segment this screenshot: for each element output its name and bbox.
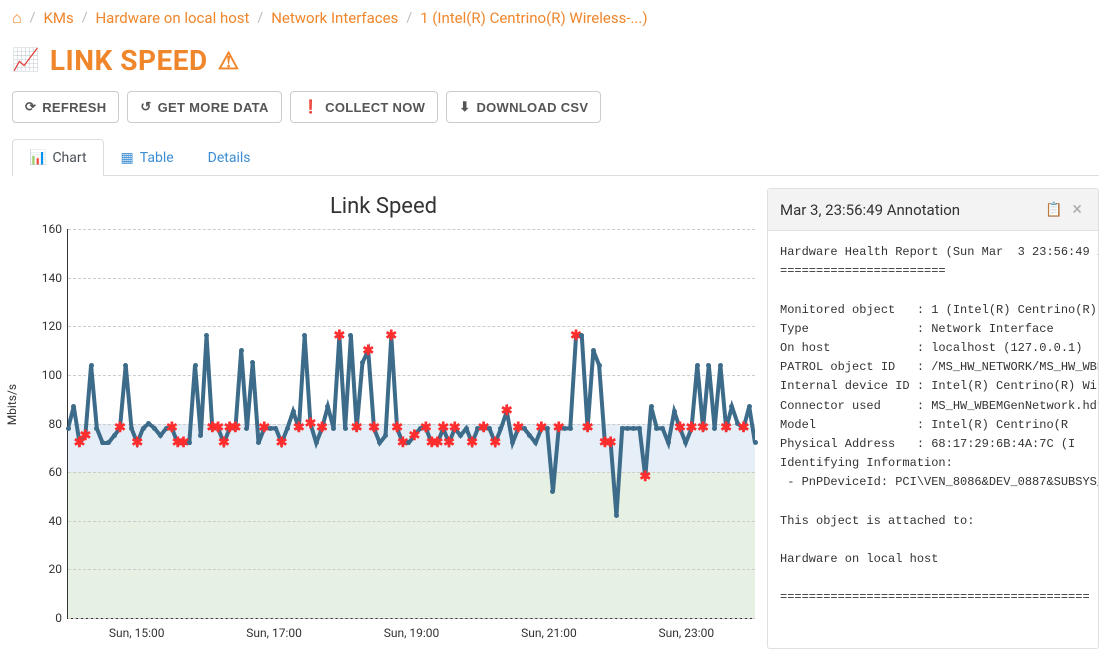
annotation-panel: Mar 3, 23:56:49 Annotation 📋 × Hardware … [767,188,1099,649]
breadcrumb-sep: / [257,10,263,26]
breadcrumb-kms[interactable]: KMs [43,9,73,27]
get-more-label: GET MORE DATA [158,100,269,115]
collect-label: COLLECT NOW [325,100,425,115]
chart-plot[interactable]: 020406080100120140160Sun, 15:00Sun, 17:0… [67,229,755,619]
breadcrumb-sep: / [406,10,412,26]
chart-icon: 📈 [12,48,40,73]
breadcrumb: ⌂ / KMs / Hardware on local host / Netwo… [0,0,1111,36]
chart-panel: Link Speed Mbits/s 020406080100120140160… [12,188,755,649]
breadcrumb-sep: / [30,10,36,26]
breadcrumb-hardware[interactable]: Hardware on local host [95,9,249,27]
breadcrumb-sep: / [82,10,88,26]
annotation-header: Mar 3, 23:56:49 Annotation 📋 × [768,189,1098,231]
toolbar: ⟳ REFRESH ↺ GET MORE DATA ❗ COLLECT NOW ⬇ DO… [0,85,1111,129]
main-area: Link Speed Mbits/s 020406080100120140160… [0,176,1111,661]
refresh-button[interactable]: ⟳ REFRESH [12,91,119,123]
collect-now-button[interactable]: ❗ COLLECT NOW [290,91,439,123]
chart-title: Link Speed [12,188,755,229]
download-icon: ⬇ [459,99,470,115]
tabs: 📊 Chart ▦ Table Details [12,139,1099,176]
table-icon: ▦ [121,150,134,166]
annotation-title: Mar 3, 23:56:49 Annotation [780,201,1039,219]
chart-tab-icon: 📊 [29,150,46,166]
chart-ylabel: Mbits/s [5,384,19,425]
tab-table-label: Table [140,150,174,166]
breadcrumb-current[interactable]: 1 (Intel(R) Centrino(R) Wireless-...) [420,9,647,27]
page-title-text: LINK SPEED [50,44,208,77]
get-more-data-button[interactable]: ↺ GET MORE DATA [127,91,281,123]
tab-chart-label: Chart [52,150,86,166]
history-icon: ↺ [140,99,151,115]
annotation-body[interactable]: Hardware Health Report (Sun Mar 3 23:56:… [768,231,1098,611]
breadcrumb-network[interactable]: Network Interfaces [271,9,398,27]
refresh-icon: ⟳ [25,99,36,115]
page-header: 📈 LINK SPEED ⚠ [0,36,1111,85]
refresh-label: REFRESH [42,100,106,115]
page-title: 📈 LINK SPEED ⚠ [12,44,240,77]
download-label: DOWNLOAD CSV [476,100,588,115]
chart-box: Mbits/s 020406080100120140160Sun, 15:00S… [12,229,755,649]
tab-details-label: Details [208,150,251,166]
tab-table[interactable]: ▦ Table [104,139,191,176]
tab-chart[interactable]: 📊 Chart [12,139,104,176]
home-icon[interactable]: ⌂ [12,8,22,28]
copy-icon[interactable]: 📋 [1045,202,1062,218]
close-icon[interactable]: × [1068,199,1086,220]
tab-details[interactable]: Details [191,139,268,176]
exclaim-icon: ❗ [303,99,320,115]
download-csv-button[interactable]: ⬇ DOWNLOAD CSV [446,91,601,123]
warning-icon: ⚠ [218,47,240,75]
